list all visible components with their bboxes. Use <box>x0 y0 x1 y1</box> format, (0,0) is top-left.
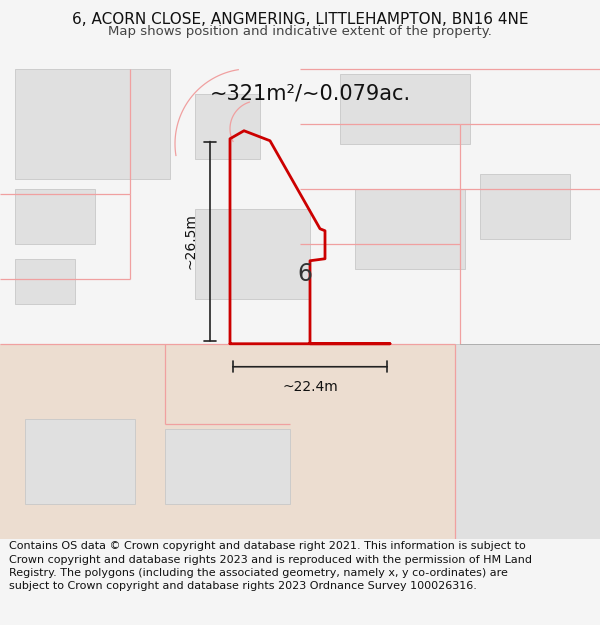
Text: 6, ACORN CLOSE, ANGMERING, LITTLEHAMPTON, BN16 4NE: 6, ACORN CLOSE, ANGMERING, LITTLEHAMPTON… <box>72 12 528 28</box>
Bar <box>195 94 260 159</box>
Bar <box>455 344 600 539</box>
Text: ~26.5m: ~26.5m <box>183 213 197 269</box>
Bar <box>340 74 470 144</box>
Text: ~22.4m: ~22.4m <box>282 380 338 394</box>
Bar <box>15 69 170 179</box>
Bar <box>355 189 465 269</box>
Text: Map shows position and indicative extent of the property.: Map shows position and indicative extent… <box>108 25 492 38</box>
Bar <box>25 419 135 504</box>
Bar <box>15 189 95 244</box>
Text: Contains OS data © Crown copyright and database right 2021. This information is : Contains OS data © Crown copyright and d… <box>9 541 532 591</box>
Bar <box>480 174 570 239</box>
Bar <box>165 429 290 504</box>
Bar <box>195 209 310 299</box>
Text: ~321m²/~0.079ac.: ~321m²/~0.079ac. <box>209 84 410 104</box>
Text: 6: 6 <box>298 262 313 286</box>
Polygon shape <box>0 344 600 539</box>
Bar <box>15 259 75 304</box>
